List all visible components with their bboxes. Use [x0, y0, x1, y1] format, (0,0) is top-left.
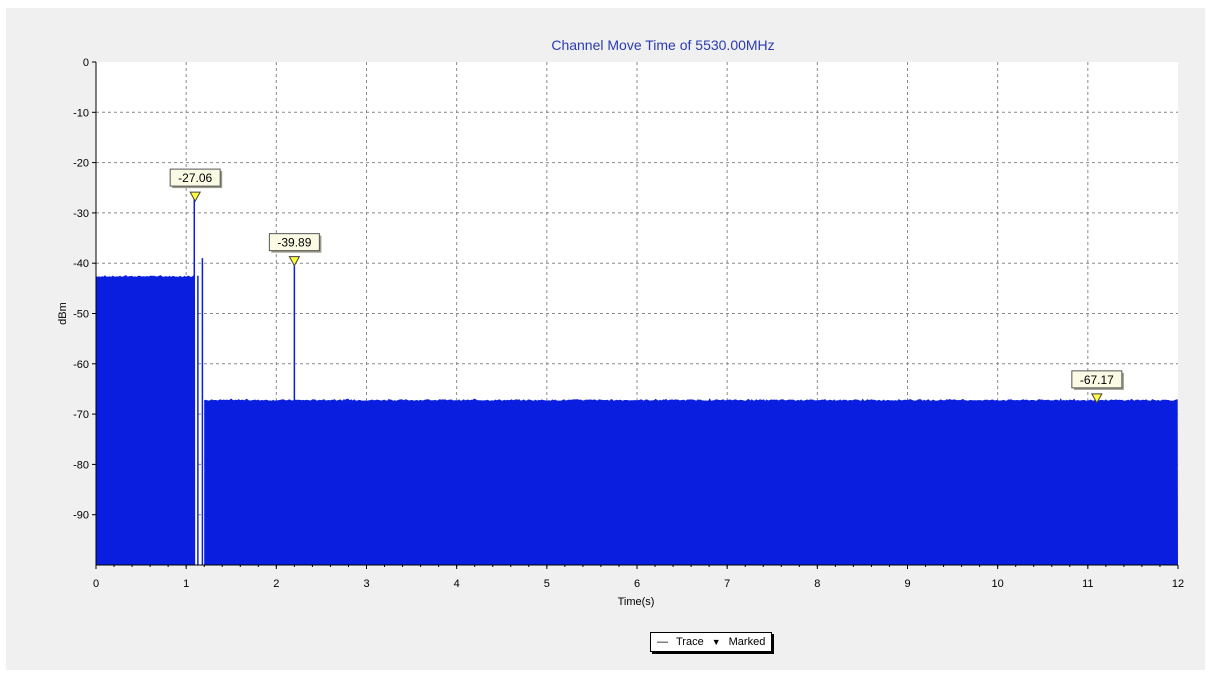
marker-triangle	[1091, 393, 1103, 404]
marker-label: -67.17	[1080, 373, 1114, 387]
trace-area	[96, 275, 196, 565]
y-tick-label: -40	[73, 258, 89, 270]
legend-marked-symbol: ▼	[711, 637, 721, 647]
x-tick-label: 10	[992, 578, 1004, 590]
y-tick-label: -30	[73, 208, 89, 220]
y-axis-label: dBm	[57, 302, 69, 325]
trace-area	[204, 398, 1178, 565]
y-tick-label: -70	[73, 409, 89, 421]
x-tick-label: 9	[904, 578, 910, 590]
marker-triangle	[288, 256, 301, 267]
x-tick-label: 6	[634, 578, 640, 590]
legend-trace-label: Trace	[676, 636, 704, 648]
legend-marked-label: Marked	[728, 636, 766, 648]
y-tick-label: -10	[73, 107, 89, 119]
marker-label: -27.06	[178, 171, 212, 185]
x-tick-label: 8	[814, 578, 820, 590]
x-axis-label: Time(s)	[618, 596, 655, 608]
marker-label: -39.89	[277, 236, 311, 250]
x-tick-label: 4	[454, 578, 460, 590]
marker-label-box	[268, 233, 320, 252]
x-tick-label: 1	[183, 578, 189, 590]
y-tick-label: -20	[73, 158, 89, 170]
x-tick-label: 12	[1172, 578, 1184, 590]
legend-trace-symbol: —	[657, 636, 668, 648]
x-tick-label: 7	[724, 578, 730, 590]
y-tick-label: -80	[73, 459, 89, 471]
chart-title: Channel Move Time of 5530.00MHz	[551, 37, 774, 53]
x-tick-label: 0	[93, 578, 99, 590]
x-tick-label: 5	[544, 578, 550, 590]
x-tick-label: 2	[273, 578, 279, 590]
y-tick-label: -50	[73, 309, 89, 321]
marker-label-box	[169, 168, 221, 187]
marker-label-box	[1071, 370, 1123, 389]
x-tick-label: 11	[1082, 578, 1093, 590]
x-tick-label: 3	[363, 578, 369, 590]
marker-triangle	[189, 191, 202, 203]
y-tick-label: -90	[73, 510, 89, 522]
legend: — Trace ▼ Marked	[650, 632, 773, 652]
y-tick-label: 0	[83, 57, 89, 69]
y-tick-label: -60	[73, 359, 89, 371]
